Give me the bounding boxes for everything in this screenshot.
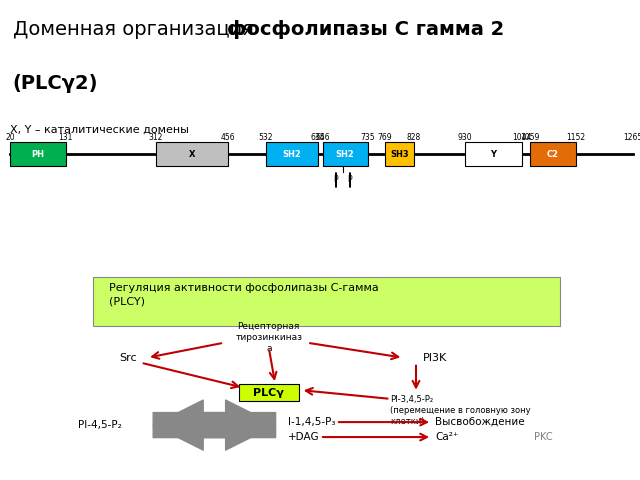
Text: P: P [333, 176, 339, 184]
FancyArrowPatch shape [153, 400, 276, 450]
Text: Рецепторная
тирозинкиназ
а: Рецепторная тирозинкиназ а [236, 322, 302, 353]
Text: 456: 456 [221, 133, 236, 142]
Text: 20: 20 [5, 133, 15, 142]
Text: 828: 828 [407, 133, 421, 142]
FancyBboxPatch shape [239, 384, 299, 401]
FancyBboxPatch shape [529, 142, 576, 166]
FancyBboxPatch shape [156, 142, 228, 166]
Text: I-1,4,5-P₃: I-1,4,5-P₃ [288, 417, 335, 427]
FancyBboxPatch shape [465, 142, 522, 166]
FancyBboxPatch shape [385, 142, 414, 166]
FancyBboxPatch shape [10, 142, 65, 166]
Text: SH2: SH2 [282, 150, 301, 159]
Text: 735: 735 [360, 133, 375, 142]
FancyBboxPatch shape [266, 142, 317, 166]
Text: Y: Y [490, 150, 497, 159]
Text: P: P [348, 176, 352, 184]
Text: PKC: PKC [534, 432, 553, 442]
Text: 532: 532 [259, 133, 273, 142]
Text: Регуляция активности фосфолипазы С-гамма
(PLCY): Регуляция активности фосфолипазы С-гамма… [109, 283, 378, 306]
Text: 1152: 1152 [566, 133, 586, 142]
Text: SH3: SH3 [390, 150, 408, 159]
Text: X: X [189, 150, 195, 159]
Text: 769: 769 [377, 133, 392, 142]
Text: 646: 646 [316, 133, 330, 142]
Text: 1044: 1044 [512, 133, 532, 142]
Text: PI3K: PI3K [423, 353, 447, 363]
Text: +DAG: +DAG [288, 432, 319, 442]
Text: Ca²⁺: Ca²⁺ [435, 432, 459, 442]
Text: фосфолипазы С гамма 2: фосфолипазы С гамма 2 [227, 20, 504, 39]
Text: PLCγ: PLCγ [253, 388, 284, 397]
Text: SH2: SH2 [336, 150, 355, 159]
Text: 131: 131 [58, 133, 73, 142]
FancyBboxPatch shape [323, 142, 367, 166]
Text: 930: 930 [458, 133, 472, 142]
Text: Высвобождение: Высвобождение [435, 417, 525, 427]
FancyBboxPatch shape [93, 276, 560, 326]
Text: PH: PH [31, 150, 44, 159]
Text: (PLCγ2): (PLCγ2) [13, 74, 99, 93]
Text: 635: 635 [310, 133, 325, 142]
Text: 1265: 1265 [623, 133, 640, 142]
Text: 312: 312 [149, 133, 163, 142]
Text: PI-3,4,5-P₂
(перемещение в головную зону
клетки): PI-3,4,5-P₂ (перемещение в головную зону… [390, 395, 531, 426]
Text: 1059: 1059 [520, 133, 539, 142]
Text: PI-4,5-P₂: PI-4,5-P₂ [78, 420, 122, 430]
Text: X, Y – каталитические домены: X, Y – каталитические домены [10, 125, 189, 135]
Text: Доменная организация: Доменная организация [13, 20, 260, 39]
Text: C2: C2 [547, 150, 559, 159]
Text: Src: Src [119, 353, 137, 363]
FancyArrowPatch shape [153, 400, 276, 450]
